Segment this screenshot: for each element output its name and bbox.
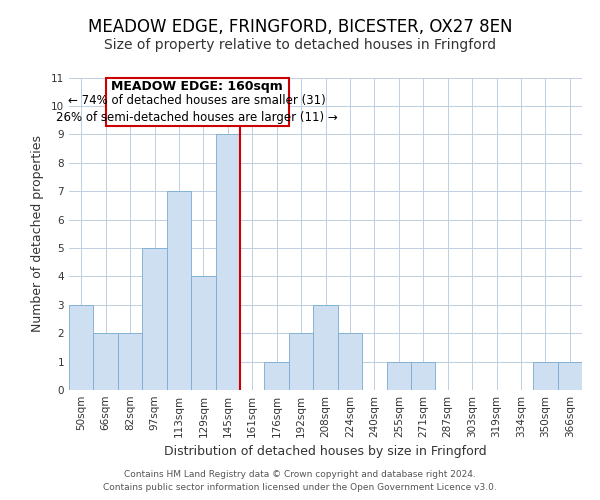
Text: 26% of semi-detached houses are larger (11) →: 26% of semi-detached houses are larger (… — [56, 110, 338, 124]
Bar — [338, 333, 362, 390]
Text: Contains public sector information licensed under the Open Government Licence v3: Contains public sector information licen… — [103, 484, 497, 492]
Bar — [265, 362, 289, 390]
Text: MEADOW EDGE, FRINGFORD, BICESTER, OX27 8EN: MEADOW EDGE, FRINGFORD, BICESTER, OX27 8… — [88, 18, 512, 36]
Bar — [533, 362, 557, 390]
Bar — [69, 305, 94, 390]
Bar — [142, 248, 167, 390]
Text: ← 74% of detached houses are smaller (31): ← 74% of detached houses are smaller (31… — [68, 94, 326, 107]
Text: Size of property relative to detached houses in Fringford: Size of property relative to detached ho… — [104, 38, 496, 52]
Bar — [118, 333, 142, 390]
Bar — [557, 362, 582, 390]
Text: MEADOW EDGE: 160sqm: MEADOW EDGE: 160sqm — [112, 80, 283, 92]
Bar — [313, 305, 338, 390]
Bar — [191, 276, 215, 390]
Bar — [411, 362, 436, 390]
FancyBboxPatch shape — [106, 78, 289, 126]
Bar — [289, 333, 313, 390]
X-axis label: Distribution of detached houses by size in Fringford: Distribution of detached houses by size … — [164, 446, 487, 458]
Bar — [215, 134, 240, 390]
Bar — [94, 333, 118, 390]
Bar — [167, 191, 191, 390]
Bar — [386, 362, 411, 390]
Text: Contains HM Land Registry data © Crown copyright and database right 2024.: Contains HM Land Registry data © Crown c… — [124, 470, 476, 479]
Y-axis label: Number of detached properties: Number of detached properties — [31, 135, 44, 332]
